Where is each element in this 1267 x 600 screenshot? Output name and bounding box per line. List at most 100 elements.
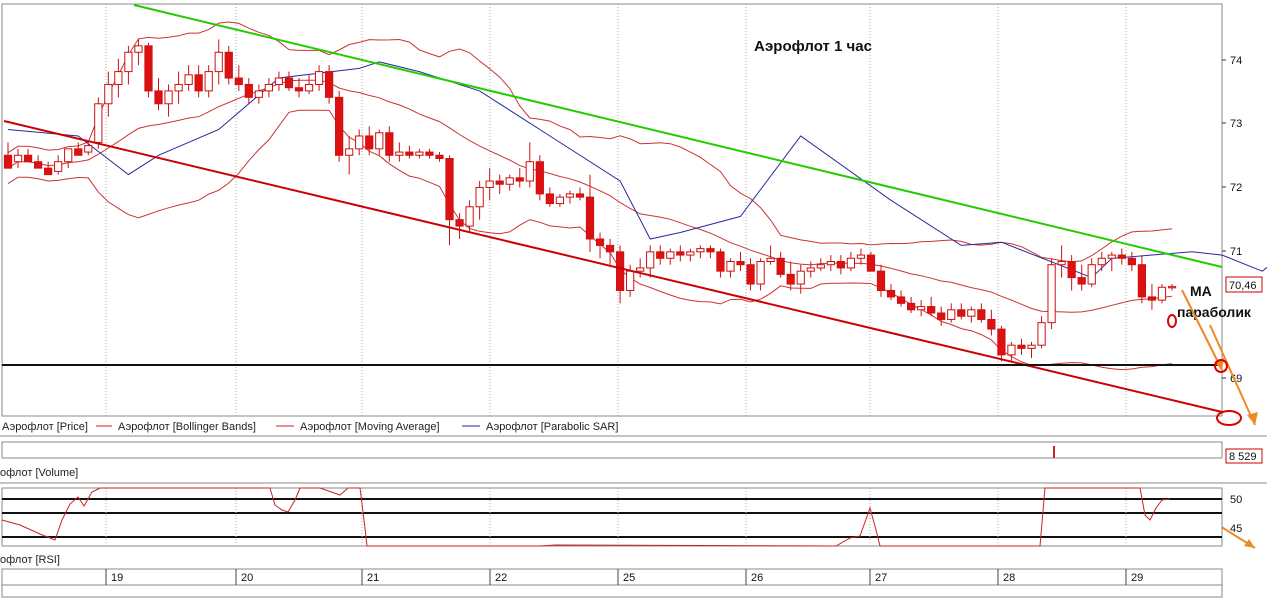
candle-body [44, 167, 53, 176]
candle-body [886, 289, 896, 298]
candle [124, 45, 133, 85]
candle [33, 155, 43, 169]
date-axis: 19 20 21 22 25 26 27 28 29 [1, 568, 1223, 598]
candle-body [615, 251, 625, 291]
candle [284, 71, 294, 91]
candle [997, 325, 1006, 362]
candle [154, 78, 163, 111]
candle [475, 181, 484, 220]
price-tick-71: 71 [1230, 246, 1242, 258]
candle [405, 145, 414, 159]
candle [1037, 316, 1046, 349]
candle [485, 168, 494, 201]
candle [224, 45, 233, 85]
candle-body [375, 132, 384, 150]
legend-sar: Аэрофлот [Parabolic SAR] [486, 421, 618, 433]
candle-body [565, 193, 575, 198]
candle [44, 161, 53, 176]
candle [1167, 284, 1177, 291]
candle-body [756, 261, 765, 285]
candle-body [13, 154, 23, 163]
candle-body [535, 161, 544, 195]
candle [425, 148, 434, 159]
candle-body [144, 45, 153, 92]
candle [74, 142, 83, 156]
candle-body [766, 257, 775, 262]
candle-body [294, 87, 304, 92]
candle [324, 65, 334, 104]
candle-body [314, 71, 324, 85]
candle-body [495, 180, 504, 185]
candle-body [957, 309, 966, 317]
candle [1137, 255, 1147, 304]
candle [756, 258, 765, 291]
upper-trend-line [133, 4, 1223, 268]
candle-body [94, 103, 103, 143]
candle-body [204, 71, 213, 92]
candle [1077, 264, 1086, 291]
candle-body [967, 309, 976, 317]
candle-body [826, 261, 835, 266]
candle [294, 78, 304, 98]
price-axis: 74 73 72 71 69 70,46 [1222, 55, 1263, 385]
candle-body [1147, 296, 1157, 301]
last-price-box [1225, 276, 1263, 293]
candle [415, 148, 424, 159]
candle [435, 152, 444, 162]
candle [575, 187, 585, 201]
candle [505, 174, 514, 191]
candle-body [776, 257, 785, 275]
parabolic-annotation: параболик [1177, 304, 1252, 320]
candle-body [345, 148, 354, 156]
candle [917, 300, 926, 317]
candle [54, 155, 63, 175]
candle-body [525, 161, 534, 182]
candle [525, 142, 534, 188]
candle [746, 258, 755, 291]
candle-body [846, 257, 856, 269]
rsi-tick-45: 45 [1230, 523, 1242, 535]
candle [856, 248, 866, 265]
candle [716, 248, 725, 278]
candle [1027, 341, 1036, 359]
candle-body [1007, 344, 1016, 356]
candle [947, 303, 956, 323]
candle [686, 248, 695, 262]
candle-body [445, 158, 454, 221]
candle [957, 303, 966, 320]
date-tick-label: 20 [241, 572, 253, 584]
candle [1127, 251, 1136, 272]
candle-body [666, 251, 675, 259]
legend-bollinger: Аэрофлот [Bollinger Bands] [118, 421, 256, 433]
candle-body [605, 244, 615, 253]
candle-body [1137, 264, 1147, 298]
candle [114, 58, 123, 98]
candle [94, 97, 103, 149]
legend-price: Аэрофлот [Price] [2, 421, 88, 433]
candle [876, 264, 886, 297]
candle-body [214, 51, 223, 73]
candle-body [194, 74, 203, 92]
candle-body [264, 83, 274, 92]
candle [174, 71, 183, 104]
candle [134, 39, 143, 66]
candle [846, 251, 856, 272]
candle [977, 303, 986, 323]
candle-body [114, 71, 123, 85]
candle-body [124, 51, 133, 73]
candle-body [555, 196, 565, 205]
price-tick-72: 72 [1230, 182, 1242, 194]
candle-body [977, 309, 986, 320]
candle-body [736, 261, 745, 266]
candle-body [716, 251, 725, 272]
candle [395, 142, 404, 162]
candle-body [134, 45, 143, 53]
candle [64, 148, 73, 169]
rsi-tick-50: 50 [1230, 494, 1242, 506]
candle-body [1037, 322, 1046, 346]
candle [214, 39, 223, 85]
candle [345, 135, 354, 175]
candle-body [335, 96, 344, 156]
candle-body [626, 270, 635, 291]
candle [274, 71, 284, 91]
